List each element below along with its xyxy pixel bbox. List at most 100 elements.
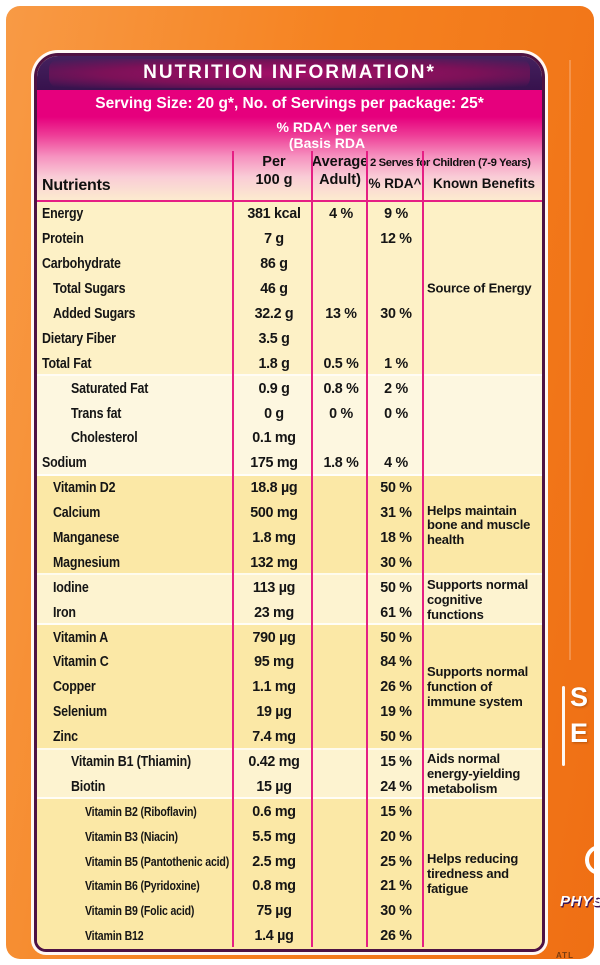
per-100g-value: 3.5 g [258, 330, 290, 347]
nutrient-name: Vitamin B1 (Thiamin) [71, 754, 192, 771]
per-100g-value: 19 µg [256, 704, 292, 721]
nutrient-name: Vitamin B2 (Riboflavin) [85, 803, 197, 819]
nutrient-name: Cholesterol [71, 430, 138, 447]
nutrient-name: Vitamin D2 [53, 480, 116, 497]
benefit-text: Supports normal cognitive functions [427, 577, 529, 622]
package-art-divider [569, 60, 571, 660]
table-row: Vitamin B12 1.4 µg 26 % [37, 924, 542, 949]
benefit-text: Aids normal energy-yielding metabolism [427, 751, 521, 796]
per-100g-value: 132 mg [250, 554, 298, 571]
nutrient-name-cell: Vitamin C [37, 654, 234, 670]
column-header-nutrients: Nutrients [42, 177, 111, 194]
children-rda-value: 9 % [384, 206, 408, 223]
benefit-text: Helps maintain bone and muscle health [427, 502, 531, 547]
adult-label: Adult) [319, 172, 361, 188]
rda-per-serve-label: % RDA^ per serve [276, 119, 398, 135]
nutrient-name: Vitamin C [53, 654, 109, 671]
nutrient-name-cell: Sodium [37, 455, 234, 471]
benefit-text: Supports normal function of immune syste… [427, 664, 529, 709]
nutrient-name: Manganese [53, 530, 120, 547]
table-row: Biotin 15 µg 24 % [37, 774, 542, 799]
per-100g-value: 86 g [260, 256, 288, 273]
nutrient-name: Dietary Fiber [42, 330, 116, 347]
per-100g-value: 1.1 mg [252, 679, 296, 696]
table-row: Calcium 500 mg 31 % [37, 501, 542, 526]
per-100g-value: 2.5 mg [252, 853, 296, 870]
children-rda-value: 21 % [380, 878, 412, 895]
children-rda-value: 30 % [380, 306, 412, 322]
per-100g-value: 790 µg [252, 629, 296, 646]
per-100g-value: 1.4 µg [254, 928, 294, 945]
column-header-per-100g: Per 100 g [234, 153, 314, 189]
nutrient-group: Vitamin D2 18.8 µg 50 % Calcium 500 mg 31 % Ma… [37, 475, 542, 576]
nutrient-name: Copper [53, 679, 96, 696]
children-rda-value: 50 % [380, 729, 412, 746]
nutrient-name-cell: Added Sugars [37, 306, 234, 322]
average-adult-rda-value: 4 % [329, 206, 353, 223]
per-100g-value: 0.8 mg [252, 878, 296, 895]
per-100g-value: 175 mg [250, 455, 298, 472]
children-rda-value: 31 % [380, 505, 412, 522]
nutrient-group: Vitamin A 790 µg 50 % Vitamin C 95 mg 84 % Cop… [37, 625, 542, 750]
nutrient-name-cell: Magnesium [37, 555, 234, 571]
table-row: Total Fat 1.8 g 0.5 % 1 % [37, 351, 542, 376]
table-row: Iron 23 mg 61 % [37, 600, 542, 625]
table-row: Saturated Fat 0.9 g 0.8 % 2 % [37, 376, 542, 401]
table-row: Carbohydrate 86 g [37, 252, 542, 277]
nutrient-name-cell: Calcium [37, 505, 234, 521]
column-header-known-benefits: Known Benefits [432, 176, 535, 191]
nutrient-group: Vitamin B2 (Riboflavin) 0.6 mg 15 % Vitamin… [37, 799, 542, 949]
table-row: Magnesium 132 mg 30 % [37, 550, 542, 575]
nutrient-name: Trans fat [71, 405, 122, 422]
nutrient-name-cell: Saturated Fat [37, 381, 234, 397]
nutrient-name-cell: Iodine [37, 580, 234, 596]
nutrient-group: Vitamin B1 (Thiamin) 0.42 mg 15 % Biotin 15 … [37, 749, 542, 800]
column-divider-1 [232, 151, 234, 947]
nutrient-name: Total Fat [42, 355, 92, 372]
nutrient-name-cell: Vitamin A [37, 630, 234, 646]
serving-size-line: Serving Size: 20 g*, No. of Servings per… [37, 90, 542, 117]
nutrient-name-cell: Protein [37, 231, 234, 247]
per-100g-value: 23 mg [254, 604, 294, 621]
nutrient-name-cell: Energy [37, 206, 234, 222]
per-100g-value: 7 g [264, 231, 284, 248]
per-100g-value: 0.42 mg [248, 754, 300, 771]
package-art-fine-print: ATL [556, 951, 574, 960]
average-adult-rda-value: 13 % [325, 306, 357, 322]
nutrient-name-cell: Carbohydrate [37, 256, 234, 272]
average-label: Average [311, 154, 369, 170]
nutrient-name-cell: Dietary Fiber [37, 331, 234, 347]
package-art-ring-icon [585, 845, 600, 875]
nutrition-panel: NUTRITION INFORMATION* Serving Size: 20 … [34, 53, 545, 952]
basis-rda-label: (Basis RDA [288, 135, 366, 151]
table-row: Manganese 1.8 mg 18 % [37, 526, 542, 551]
column-header-average-adult: Average Adult) [302, 153, 378, 189]
per-100g-value: 95 mg [254, 654, 294, 671]
nutrient-name-cell: Manganese [37, 530, 234, 546]
nutrient-name-cell: Cholesterol [37, 430, 234, 446]
average-adult-rda-value: 0.8 % [323, 380, 359, 397]
nutrient-name: Magnesium [53, 554, 120, 571]
table-row: Protein 7 g 12 % [37, 227, 542, 252]
per-100g-value: 1.8 g [258, 355, 290, 372]
average-adult-rda-value: 0 % [329, 405, 353, 422]
children-rda-value: 26 % [380, 679, 412, 696]
table-row: Vitamin B3 (Niacin) 5.5 mg 20 % [37, 824, 542, 849]
nutrient-name-cell: Vitamin B5 (Pantothenic acid) [37, 854, 234, 870]
table-row: Trans fat 0 g 0 % 0 % [37, 401, 542, 426]
table-row: Vitamin C 95 mg 84 % [37, 650, 542, 675]
nutrient-name-cell: Vitamin B2 (Riboflavin) [37, 804, 234, 820]
nutrient-name: Carbohydrate [42, 256, 121, 273]
table-row: Cholesterol 0.1 mg [37, 426, 542, 451]
column-divider-2 [311, 151, 313, 947]
package-art-line [562, 686, 565, 766]
table-row: Energy 381 kcal 4 % 9 % [37, 202, 542, 227]
nutrient-name-cell: Vitamin B9 (Folic acid) [37, 903, 234, 919]
nutrient-name-cell: Vitamin B6 (Pyridoxine) [37, 878, 234, 894]
table-row: Sodium 175 mg 1.8 % 4 % [37, 451, 542, 476]
nutrient-name: Vitamin A [53, 629, 109, 646]
header-divider-line [37, 200, 542, 202]
per-100g-value: 75 µg [256, 903, 292, 920]
children-rda-value: 15 % [380, 754, 412, 771]
